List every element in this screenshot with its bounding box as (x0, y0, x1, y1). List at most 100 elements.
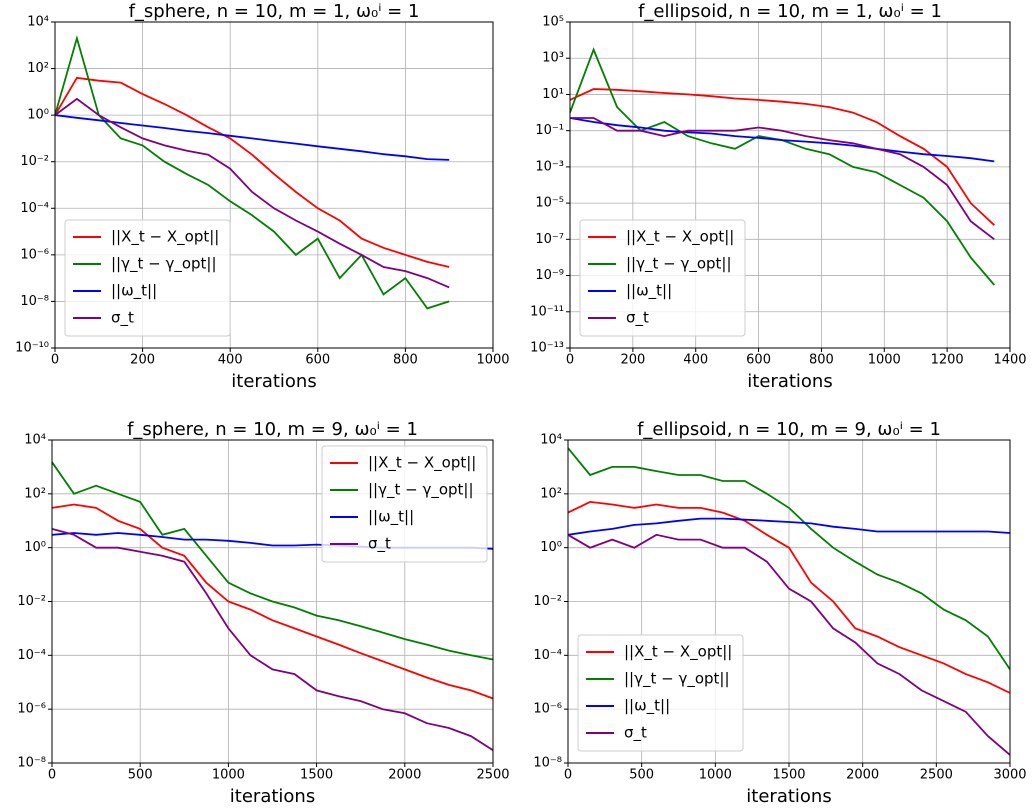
legend-label: ||ω_t|| (624, 697, 670, 716)
series-line (54, 35, 450, 310)
x-tick-label: 0 (51, 353, 59, 368)
chart-title: f_sphere, n = 10, m = 9, ω₀ⁱ = 1 (127, 419, 418, 440)
series-line (54, 97, 450, 289)
x-tick-label: 600 (746, 353, 771, 368)
x-tick-label: 800 (809, 353, 834, 368)
series-line (570, 117, 995, 241)
y-tick-label: 10⁰ (540, 540, 562, 555)
x-axis-label: iterations (231, 371, 316, 392)
x-axis-label: iterations (746, 786, 831, 807)
legend: ||X_t − X_opt|| ||γ_t − γ_opt|| ||ω_t|| σ_t (577, 634, 744, 752)
legend-label: σ_t (624, 724, 647, 743)
x-tick-label: 500 (128, 768, 153, 783)
plot-frame (567, 439, 1011, 764)
legend-label: ||γ_t − γ_opt|| (624, 670, 730, 689)
legend-box (64, 219, 231, 337)
y-tick-label: 10¹ (542, 87, 564, 102)
subplot: f_sphere, n = 10, m = 9, ω₀ⁱ = 1 iteratio… (17, 419, 509, 807)
chart-title: f_ellipsoid, n = 10, m = 1, ω₀ⁱ = 1 (638, 1, 942, 22)
legend-label: ||γ_t − γ_opt|| (626, 255, 732, 274)
plot-frame (54, 21, 494, 349)
x-tick-label: 1000 (212, 768, 245, 783)
x-tick-label: 3000 (993, 768, 1026, 783)
x-tick-label: 200 (130, 353, 155, 368)
x-tick-label: 2000 (388, 768, 421, 783)
y-tick-label: 10⁻⁴ (533, 648, 562, 663)
y-tick-label: 10⁻⁸ (533, 756, 562, 771)
y-tick-label: 10⁻⁴ (20, 201, 49, 216)
legend-label: ||γ_t − γ_opt|| (111, 255, 217, 274)
y-tick-label: 10⁴ (540, 433, 562, 448)
y-tick-label: 10⁻¹⁰ (15, 341, 49, 356)
x-tick-label: 1500 (300, 768, 333, 783)
y-tick-label: 10⁻² (533, 594, 562, 609)
y-tick-label: 10⁻² (17, 594, 46, 609)
y-tick-label: 10⁵ (542, 15, 564, 30)
x-tick-label: 600 (305, 353, 330, 368)
chart-title: f_ellipsoid, n = 10, m = 9, ω₀ⁱ = 1 (637, 419, 941, 440)
subplot: f_ellipsoid, n = 10, m = 1, ω₀ⁱ = 1 itera… (530, 1, 1026, 392)
subplot: f_sphere, n = 10, m = 1, ω₀ⁱ = 1 iteratio… (15, 1, 509, 392)
series-line (569, 117, 995, 163)
y-tick-label: 10⁻⁶ (17, 702, 46, 717)
x-tick-label: 200 (620, 353, 645, 368)
x-tick-label: 400 (218, 353, 243, 368)
series-line (51, 503, 494, 700)
x-tick-label: 0 (566, 353, 574, 368)
y-tick-label: 10⁻⁹ (535, 268, 564, 283)
legend-box (579, 219, 746, 337)
subplot: f_ellipsoid, n = 10, m = 9, ω₀ⁱ = 1 itera… (533, 419, 1026, 807)
series-line (569, 88, 995, 226)
legend-label: ||X_t − X_opt|| (626, 228, 734, 247)
legend-label: ||X_t − X_opt|| (624, 643, 732, 662)
y-tick-label: 10⁰ (27, 108, 49, 123)
plot-frame (569, 21, 1011, 349)
series-line (567, 533, 1011, 756)
legend-box (321, 445, 488, 563)
y-tick-label: 10⁻⁶ (533, 702, 562, 717)
series-line (567, 447, 1011, 670)
x-axis-label: iterations (747, 371, 832, 392)
y-tick-label: 10⁻⁴ (17, 648, 46, 663)
y-tick-label: 10³ (542, 51, 564, 66)
legend-label: ||ω_t|| (626, 282, 672, 301)
y-tick-label: 10² (27, 61, 49, 76)
y-tick-label: 10⁴ (27, 15, 49, 30)
series-line (54, 76, 450, 268)
y-tick-label: 10² (540, 486, 562, 501)
legend-box (577, 634, 744, 752)
legend: ||X_t − X_opt|| ||γ_t − γ_opt|| ||ω_t|| σ_t (64, 219, 231, 337)
x-tick-label: 400 (683, 353, 708, 368)
y-tick-label: 10⁻² (20, 154, 49, 169)
y-tick-label: 10⁻⁸ (17, 756, 46, 771)
legend-label: ||γ_t − γ_opt|| (368, 481, 474, 500)
y-tick-label: 10⁻³ (535, 159, 564, 174)
y-tick-label: 10⁴ (24, 433, 46, 448)
series-line (51, 528, 494, 751)
legend-label: ||ω_t|| (111, 282, 157, 301)
y-tick-label: 10⁻¹³ (530, 341, 564, 356)
legend-label: ||ω_t|| (368, 508, 414, 527)
x-tick-label: 1500 (772, 768, 805, 783)
x-tick-label: 1000 (476, 353, 509, 368)
x-tick-label: 2500 (920, 768, 953, 783)
plot-frame (51, 439, 494, 764)
series-line (51, 461, 494, 661)
x-tick-label: 800 (393, 353, 418, 368)
series-line (567, 500, 1011, 694)
y-tick-label: 10² (24, 486, 46, 501)
x-tick-label: 2000 (846, 768, 879, 783)
y-tick-label: 10⁰ (24, 540, 46, 555)
legend-label: ||X_t − X_opt|| (111, 228, 219, 247)
legend-label: σ_t (626, 309, 649, 328)
legend-label: σ_t (111, 309, 134, 328)
legend-label: ||X_t − X_opt|| (368, 454, 476, 473)
x-tick-label: 1400 (993, 353, 1026, 368)
x-tick-label: 2500 (476, 768, 509, 783)
series-line (567, 517, 1011, 536)
chart-title: f_sphere, n = 10, m = 1, ω₀ⁱ = 1 (129, 1, 420, 22)
legend: ||X_t − X_opt|| ||γ_t − γ_opt|| ||ω_t|| σ_t (321, 445, 488, 563)
y-tick-label: 10⁻⁵ (535, 196, 564, 211)
x-tick-label: 0 (48, 768, 56, 783)
